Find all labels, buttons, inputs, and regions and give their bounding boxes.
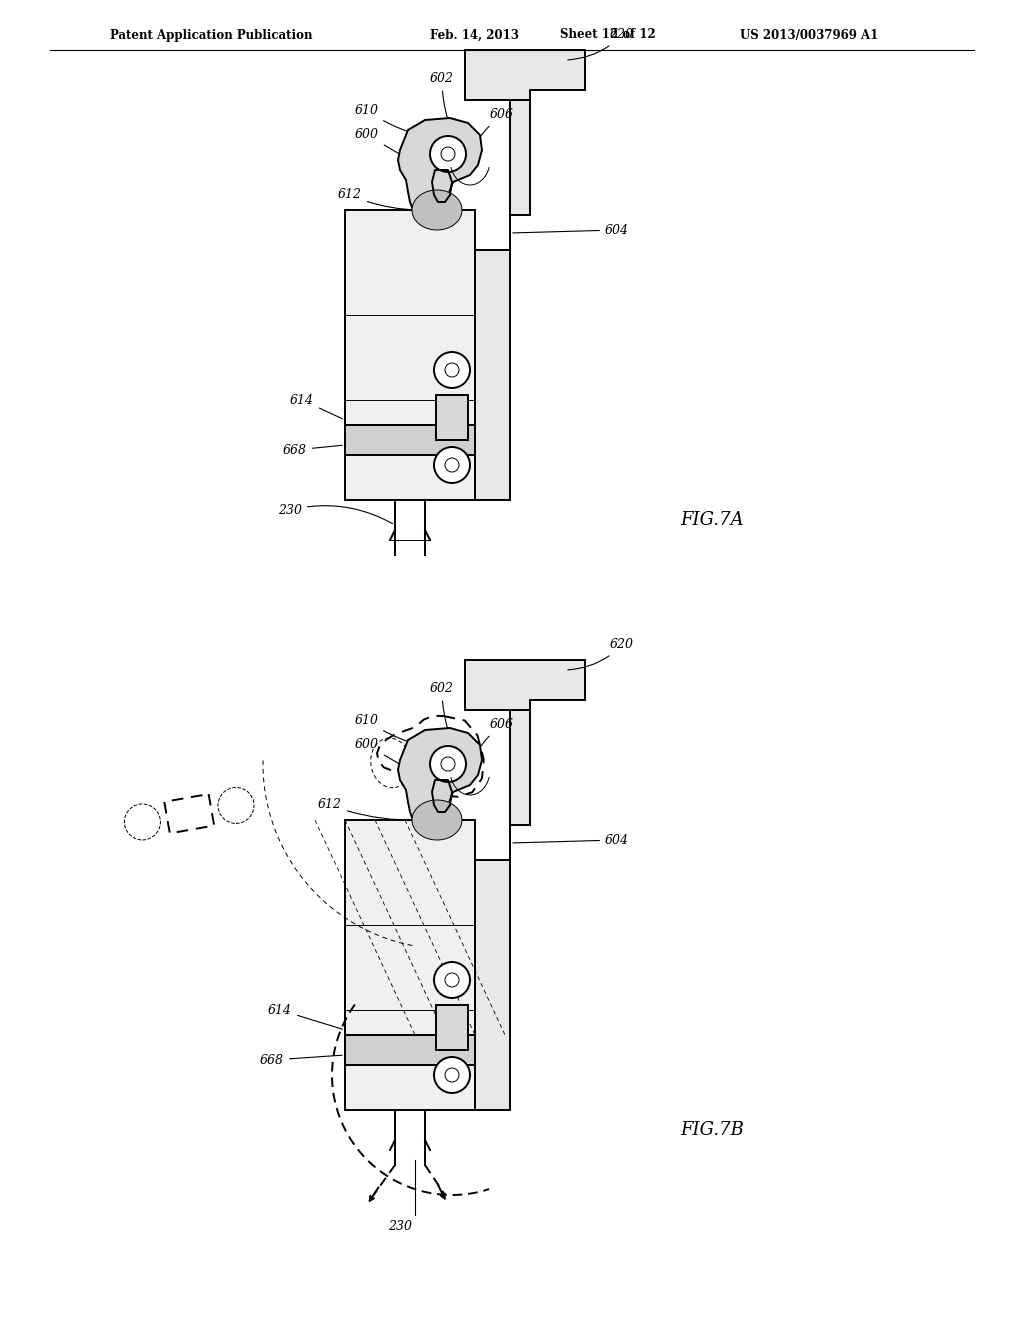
Polygon shape [345, 280, 475, 500]
Text: 600: 600 [355, 738, 428, 781]
Text: Feb. 14, 2013: Feb. 14, 2013 [430, 29, 519, 41]
Polygon shape [475, 81, 530, 500]
Text: 230: 230 [388, 1220, 412, 1233]
Circle shape [434, 1057, 470, 1093]
Text: 604: 604 [513, 223, 629, 236]
Circle shape [434, 352, 470, 388]
Circle shape [434, 447, 470, 483]
Text: 600: 600 [355, 128, 428, 172]
Text: 230: 230 [278, 503, 392, 524]
Text: 614: 614 [290, 393, 342, 418]
Text: 612: 612 [318, 799, 416, 820]
Polygon shape [345, 820, 475, 1035]
Text: US 2013/0037969 A1: US 2013/0037969 A1 [740, 29, 879, 41]
Text: 668: 668 [283, 444, 342, 457]
Polygon shape [465, 660, 585, 710]
Polygon shape [398, 729, 482, 832]
Circle shape [430, 746, 466, 781]
Polygon shape [412, 190, 462, 230]
Text: Patent Application Publication: Patent Application Publication [110, 29, 312, 41]
Circle shape [441, 147, 455, 161]
Text: 668: 668 [260, 1053, 342, 1067]
Circle shape [434, 962, 470, 998]
Polygon shape [436, 395, 468, 440]
Polygon shape [412, 800, 462, 840]
Circle shape [445, 363, 459, 378]
Polygon shape [345, 210, 475, 425]
Polygon shape [345, 890, 475, 1110]
Circle shape [445, 973, 459, 987]
Polygon shape [345, 425, 475, 455]
Text: 620: 620 [567, 639, 634, 669]
Text: 602: 602 [430, 682, 454, 742]
Polygon shape [436, 1005, 468, 1049]
Text: Sheet 12 of 12: Sheet 12 of 12 [560, 29, 655, 41]
Text: 612: 612 [338, 189, 416, 210]
Polygon shape [345, 1035, 475, 1065]
Text: FIG.7A: FIG.7A [680, 511, 743, 529]
Circle shape [445, 458, 459, 473]
Text: 620: 620 [567, 29, 634, 59]
Polygon shape [465, 50, 585, 100]
Text: 614: 614 [268, 1003, 342, 1030]
Circle shape [441, 756, 455, 771]
Text: 606: 606 [469, 718, 514, 767]
Circle shape [430, 136, 466, 172]
Circle shape [445, 1068, 459, 1082]
Polygon shape [475, 690, 530, 1110]
Text: 610: 610 [355, 714, 418, 744]
Text: 610: 610 [355, 103, 418, 135]
Text: 602: 602 [430, 73, 454, 132]
Text: 606: 606 [469, 108, 514, 157]
Polygon shape [398, 117, 482, 222]
Text: 604: 604 [513, 833, 629, 846]
Text: FIG.7B: FIG.7B [680, 1121, 743, 1139]
